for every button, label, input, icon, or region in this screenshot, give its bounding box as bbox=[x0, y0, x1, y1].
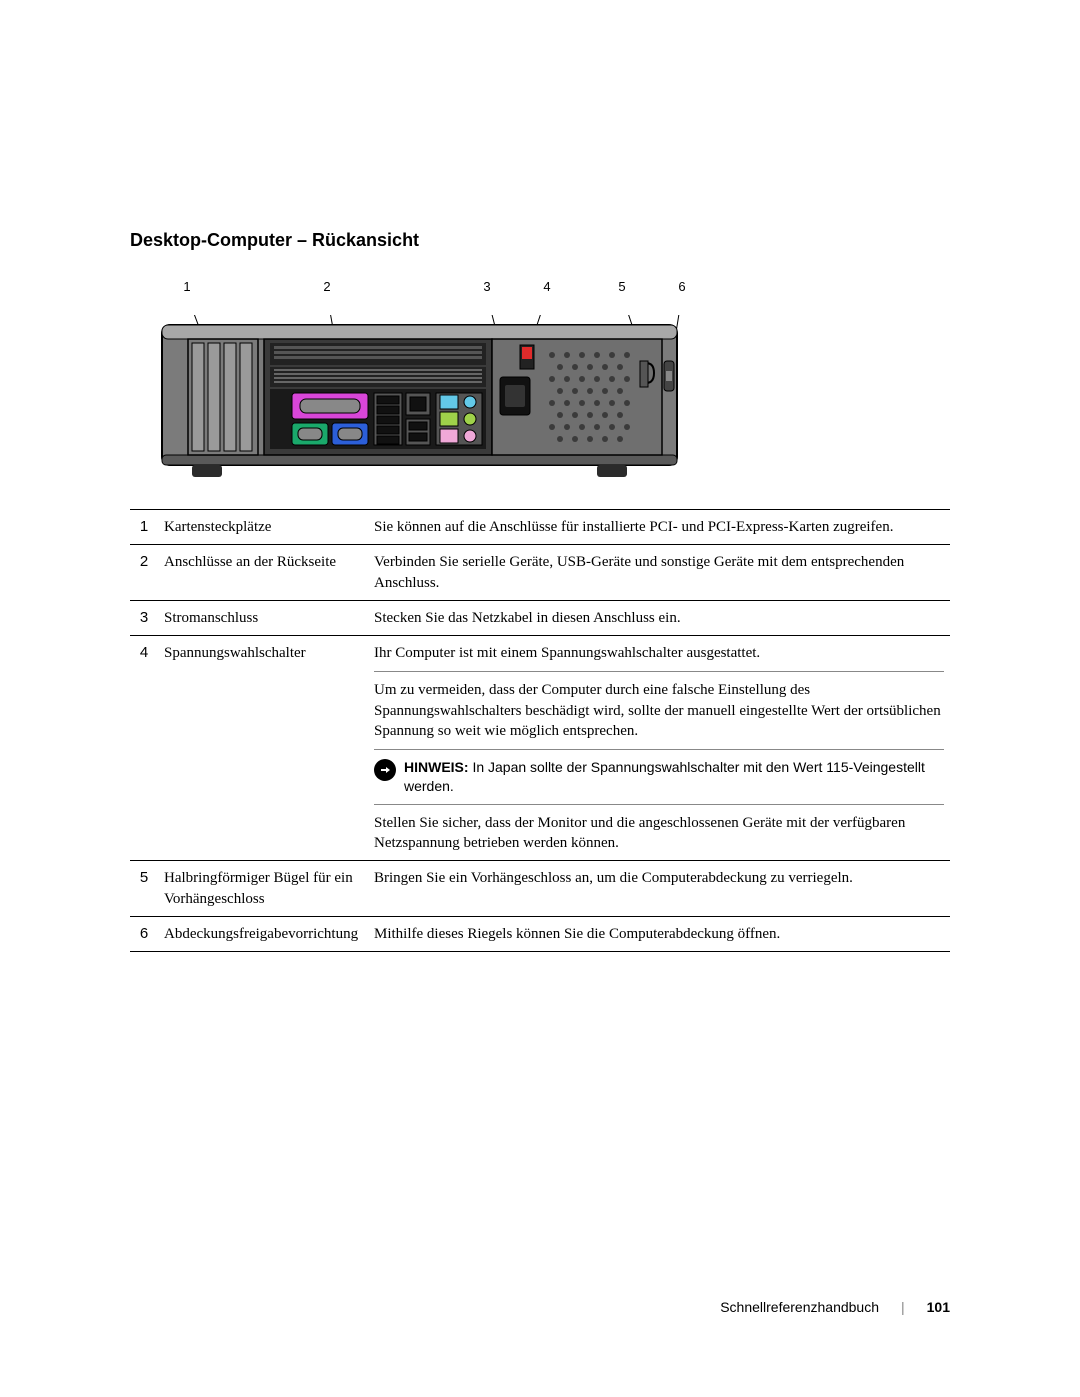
io-vent-grid bbox=[270, 367, 486, 387]
row-description: Mithilfe dieses Riegels können Sie die C… bbox=[374, 916, 950, 951]
row-label: Spannungswahlschalter bbox=[164, 636, 374, 861]
callout-6: 6 bbox=[678, 279, 685, 294]
row-number: 2 bbox=[130, 545, 164, 601]
usb-lan-stack bbox=[374, 393, 430, 445]
power-socket bbox=[500, 377, 530, 415]
spec-tbody: 1KartensteckplätzeSie können auf die Ans… bbox=[130, 510, 950, 952]
row-description: Sie können auf die Anschlüsse für instal… bbox=[374, 510, 950, 545]
desc-paragraph: Mithilfe dieses Riegels können Sie die C… bbox=[374, 924, 944, 944]
row-number: 1 bbox=[130, 510, 164, 545]
row-description: Stecken Sie das Netzkabel in diesen Ansc… bbox=[374, 600, 950, 635]
serial-port bbox=[292, 423, 328, 445]
row-label: Kartensteckplätze bbox=[164, 510, 374, 545]
row-label: Anschlüsse an der Rückseite bbox=[164, 545, 374, 601]
table-row: 3StromanschlussStecken Sie das Netzkabel… bbox=[130, 600, 950, 635]
computer-rear-svg bbox=[152, 315, 687, 485]
desc-paragraph: Bringen Sie ein Vorhängeschloss an, um d… bbox=[374, 868, 944, 888]
table-row: 5Halbringförmiger Bügel für ein Vorhänge… bbox=[130, 861, 950, 917]
footer-page-number: 101 bbox=[927, 1299, 950, 1315]
callout-row: 1 2 3 4 5 6 bbox=[152, 279, 687, 315]
row-description: Verbinden Sie serielle Geräte, USB-Gerät… bbox=[374, 545, 950, 601]
spec-table: 1KartensteckplätzeSie können auf die Ans… bbox=[130, 509, 950, 952]
callout-4: 4 bbox=[543, 279, 550, 294]
arrow-right-circle-icon bbox=[374, 759, 396, 781]
inner-separator bbox=[374, 804, 944, 805]
vga-port bbox=[332, 423, 368, 445]
row-number: 4 bbox=[130, 636, 164, 861]
rear-view-diagram: 1 2 3 4 5 6 bbox=[152, 279, 687, 485]
cover-release bbox=[664, 361, 674, 391]
row-number: 6 bbox=[130, 916, 164, 951]
desc-paragraph: Stellen Sie sicher, dass der Monitor und… bbox=[374, 813, 944, 854]
row-label: Halbringförmiger Bügel für ein Vorhänges… bbox=[164, 861, 374, 917]
row-label: Abdeckungsfreigabevorrichtung bbox=[164, 916, 374, 951]
row-label: Stromanschluss bbox=[164, 600, 374, 635]
inner-separator bbox=[374, 749, 944, 750]
callout-3: 3 bbox=[483, 279, 490, 294]
table-row: 2Anschlüsse an der RückseiteVerbinden Si… bbox=[130, 545, 950, 601]
desc-paragraph: Stecken Sie das Netzkabel in diesen Ansc… bbox=[374, 608, 944, 628]
notice-block: HINWEIS: In Japan sollte der Spannungswa… bbox=[374, 758, 944, 796]
io-vent-top bbox=[270, 343, 486, 365]
page-footer: Schnellreferenzhandbuch | 101 bbox=[720, 1299, 950, 1315]
audio-jacks bbox=[436, 393, 482, 445]
footer-separator: | bbox=[901, 1299, 905, 1315]
parallel-port bbox=[292, 393, 368, 419]
row-description: Bringen Sie ein Vorhängeschloss an, um d… bbox=[374, 861, 950, 917]
section-title: Desktop-Computer – Rückansicht bbox=[130, 230, 950, 251]
inner-separator bbox=[374, 671, 944, 672]
table-row: 4SpannungswahlschalterIhr Computer ist m… bbox=[130, 636, 950, 861]
row-number: 5 bbox=[130, 861, 164, 917]
desc-paragraph: Sie können auf die Anschlüsse für instal… bbox=[374, 517, 944, 537]
voltage-switch bbox=[520, 345, 534, 369]
table-row: 6AbdeckungsfreigabevorrichtungMithilfe d… bbox=[130, 916, 950, 951]
row-description: Ihr Computer ist mit einem Spannungswahl… bbox=[374, 636, 950, 861]
desc-paragraph: Um zu vermeiden, dass der Computer durch… bbox=[374, 680, 944, 741]
callout-2: 2 bbox=[323, 279, 330, 294]
row-number: 3 bbox=[130, 600, 164, 635]
desc-paragraph: Ihr Computer ist mit einem Spannungswahl… bbox=[374, 643, 944, 663]
callout-1: 1 bbox=[183, 279, 190, 294]
footer-doc-title: Schnellreferenzhandbuch bbox=[720, 1299, 879, 1315]
table-row: 1KartensteckplätzeSie können auf die Ans… bbox=[130, 510, 950, 545]
callout-5: 5 bbox=[618, 279, 625, 294]
notice-text: HINWEIS: In Japan sollte der Spannungswa… bbox=[404, 758, 944, 796]
desc-paragraph: Verbinden Sie serielle Geräte, USB-Gerät… bbox=[374, 552, 944, 593]
